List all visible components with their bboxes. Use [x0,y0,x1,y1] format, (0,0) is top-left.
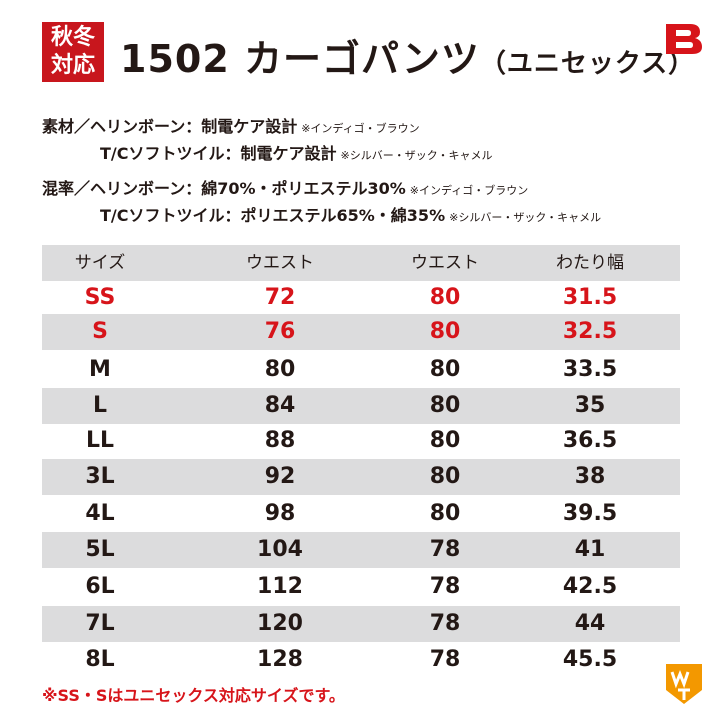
table-cell: 41 [574,537,606,562]
material-text: 混率／ヘリンボーン：綿70%・ポリエステル30% [42,179,406,198]
table-cell: 6L [85,574,115,599]
title-text: 1502 カーゴパンツ [120,37,480,81]
table-cell: 44 [574,611,606,636]
table-cell: M [89,357,111,382]
worktk-logo [666,664,702,704]
table-cell: 5L [85,537,115,562]
material-text: 素材／ヘリンボーン：制電ケア設計 [42,117,298,136]
table-cell: 80 [429,428,461,453]
table-row: M 80 80 33.5 [42,352,680,388]
table-cell: 80 [429,285,461,310]
material-note: ※インディゴ・ブラウン [301,122,420,135]
table-cell: 92 [264,464,296,489]
table-cell: 33.5 [562,357,618,382]
material-text: T/Cソフトツイル：制電ケア設計 [100,144,337,163]
table-row: 4L 98 80 39.5 [42,496,680,532]
footnote: ※SS・Sはユニセックス対応サイズです。 [42,686,345,705]
table-cell: L [92,393,108,418]
table-row: 6L 112 78 42.5 [42,569,680,605]
table-cell: 72 [264,285,296,310]
table-cell: 78 [429,647,461,672]
table-row: 5L 104 78 41 [42,532,680,568]
column-header: わたり幅 [556,253,624,273]
table-cell: 104 [257,537,303,562]
column-header: ウエスト [411,253,479,273]
table-cell: 128 [257,647,303,672]
table-cell: 78 [429,574,461,599]
season-badge: 秋冬 対応 [42,22,104,82]
table-row: LL 88 80 36.5 [42,423,680,459]
material-line: 素材／ヘリンボーン：制電ケア設計 ※インディゴ・ブラウン [42,113,420,137]
material-line: T/Cソフトツイル：ポリエステル65%・綿35% ※シルバー・ザック・キャメル [100,202,601,226]
table-cell: 80 [429,319,461,344]
table-cell: 84 [264,393,296,418]
material-note: ※シルバー・ザック・キャメル [449,211,602,224]
table-cell: S [92,319,108,344]
subtitle: （ユニセックス） [479,49,696,79]
table-row: SS 72 80 31.5 [42,280,680,316]
table-cell: 78 [429,537,461,562]
table-cell: 112 [257,574,303,599]
badge-line: 秋冬 [50,25,95,50]
table-cell: 120 [257,611,303,636]
table-cell: 88 [264,428,296,453]
table-cell: 4L [85,501,115,526]
table-row: 3L 92 80 38 [42,459,680,495]
table-cell: 7L [85,611,115,636]
table-cell: 42.5 [562,574,618,599]
table-cell: 45.5 [562,647,618,672]
material-text: T/Cソフトツイル：ポリエステル65%・綿35% [100,206,446,225]
table-cell: 80 [264,357,296,382]
material-line: 混率／ヘリンボーン：綿70%・ポリエステル30% ※インディゴ・ブラウン [42,175,528,199]
table-cell: 36.5 [562,428,618,453]
table-cell: 80 [429,501,461,526]
column-header: ウエスト [246,253,314,273]
table-cell: 35 [574,393,606,418]
table-row: S 76 80 32.5 [42,314,680,350]
title: 1502 カーゴパンツ（ユニセックス） [120,28,695,83]
table-cell: 32.5 [562,319,618,344]
table-cell: 98 [264,501,296,526]
table-cell: 38 [574,464,606,489]
table-cell: SS [84,285,116,310]
table-cell: 8L [85,647,115,672]
table-cell: 3L [85,464,115,489]
table-cell: 80 [429,357,461,382]
table-row: L 84 80 35 [42,388,680,424]
table-row: 8L 128 78 45.5 [42,642,680,678]
header-row: サイズ ウエスト ウエスト わたり幅 [42,245,680,281]
brand-logo [666,24,702,54]
column-header: サイズ [74,253,126,273]
table-cell: 76 [264,319,296,344]
table-cell: 31.5 [562,285,618,310]
table-row: 7L 120 78 44 [42,606,680,642]
material-note: ※シルバー・ザック・キャメル [340,149,493,162]
table-cell: 78 [429,611,461,636]
material-note: ※インディゴ・ブラウン [409,184,529,197]
table-cell: 39.5 [562,501,618,526]
table-cell: 80 [429,393,461,418]
material-line: T/Cソフトツイル：制電ケア設計 ※シルバー・ザック・キャメル [100,140,493,164]
table-cell: 80 [429,464,461,489]
table-cell: LL [85,428,115,453]
badge-line: 対応 [50,53,95,78]
